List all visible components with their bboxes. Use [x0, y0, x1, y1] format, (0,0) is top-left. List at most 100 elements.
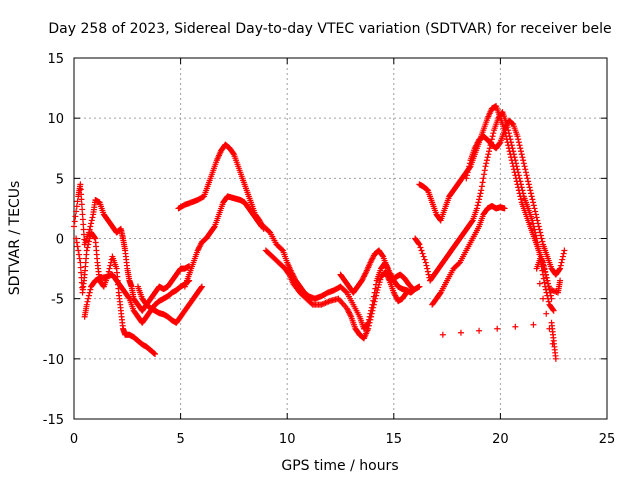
data-point [365, 325, 372, 332]
x-tick-label: 10 [279, 432, 296, 447]
data-point [557, 262, 564, 269]
data-point [516, 142, 523, 149]
data-point [543, 310, 550, 317]
data-point [468, 218, 475, 225]
data-point [529, 196, 536, 203]
data-point [540, 295, 547, 302]
data-point [409, 285, 416, 292]
data-point [85, 241, 92, 248]
data-point [465, 166, 472, 173]
data-point [517, 193, 524, 200]
data-point [527, 187, 534, 194]
data-point [230, 150, 237, 157]
data-point [525, 181, 532, 188]
data-point [368, 310, 375, 317]
data-point [515, 184, 522, 191]
data-point [79, 216, 86, 223]
data-point [517, 145, 524, 152]
data-point [546, 325, 553, 332]
data-point [538, 235, 545, 242]
data-point [523, 172, 530, 179]
data-point [421, 256, 428, 263]
data-point [266, 228, 273, 235]
data-point [542, 272, 549, 279]
data-point [525, 178, 532, 185]
data-point [473, 205, 480, 212]
data-point [503, 136, 510, 143]
data-point [418, 247, 425, 254]
data-point [73, 203, 80, 210]
data-point [559, 256, 566, 263]
data-point [527, 190, 534, 197]
data-point [476, 193, 483, 200]
data-point [370, 304, 377, 311]
data-point [419, 250, 426, 257]
data-point [514, 133, 521, 140]
data-point [505, 142, 512, 149]
data-point [501, 205, 508, 212]
data-point [91, 234, 98, 241]
data-point [510, 166, 517, 173]
data-point [86, 226, 93, 233]
series-track-i [337, 247, 416, 296]
data-point [536, 226, 543, 233]
data-point [518, 151, 525, 158]
data-point [483, 160, 490, 167]
data-point [77, 264, 84, 271]
data-point [509, 160, 516, 167]
data-point [79, 206, 86, 213]
data-point [537, 253, 544, 260]
data-point [416, 241, 423, 248]
data-point [535, 220, 542, 227]
data-point [198, 284, 205, 291]
data-point [72, 213, 79, 220]
y-axis-label: SDTVAR / TECUs [7, 181, 23, 296]
data-point [485, 151, 492, 158]
data-point [79, 211, 86, 218]
data-point [374, 287, 381, 294]
data-point [538, 256, 545, 263]
data-point [80, 226, 87, 233]
data-point [518, 148, 525, 155]
data-point [78, 201, 85, 208]
data-point [489, 133, 496, 140]
data-point [542, 269, 549, 276]
data-point [559, 253, 566, 260]
data-point [463, 172, 470, 179]
data-point [522, 169, 529, 176]
data-point [75, 247, 82, 254]
data-point [475, 199, 482, 206]
data-point [466, 160, 473, 167]
series-track-h [262, 247, 410, 342]
data-point [474, 202, 481, 209]
data-point [490, 130, 497, 137]
data-point [455, 260, 462, 267]
data-point [482, 163, 489, 170]
data-point [539, 258, 546, 265]
data-point [558, 259, 565, 266]
data-point [543, 274, 550, 281]
grid [74, 58, 607, 419]
data-point [550, 307, 557, 314]
x-tick-label: 5 [176, 432, 184, 447]
data-point [532, 208, 539, 215]
data-point [545, 283, 552, 290]
data-point [376, 279, 383, 286]
data-point [548, 295, 555, 302]
data-point [530, 202, 537, 209]
data-point [520, 157, 527, 164]
data-point [494, 325, 501, 332]
y-tick-label: -5 [51, 293, 64, 308]
data-point [368, 313, 375, 320]
data-point [151, 350, 158, 357]
data-point [373, 289, 380, 296]
x-tick-label: 0 [70, 432, 78, 447]
data-point [515, 136, 522, 143]
data-point [540, 263, 547, 270]
data-point [505, 145, 512, 152]
data-point [425, 271, 432, 278]
data-point [415, 240, 422, 247]
data-point [478, 183, 485, 190]
data-point [504, 139, 511, 146]
data-point [518, 196, 525, 203]
